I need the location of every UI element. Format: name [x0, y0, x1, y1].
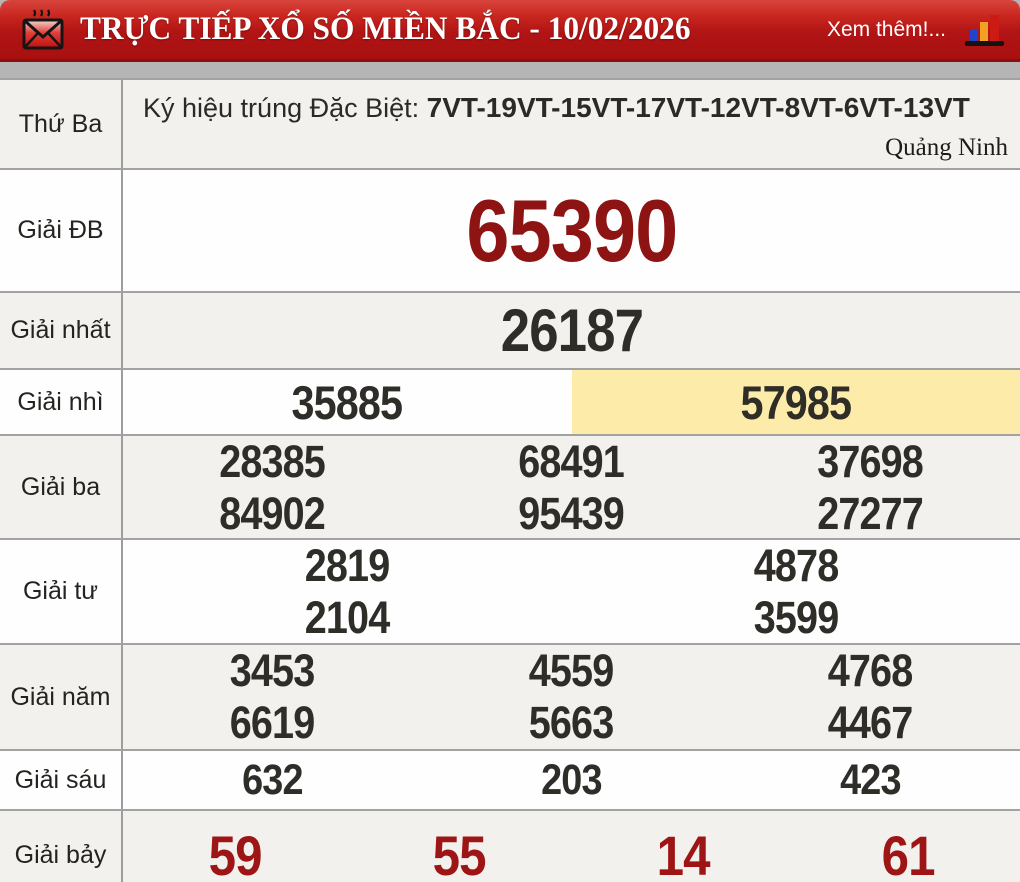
- prize-number-highlighted: 57985: [571, 370, 1020, 434]
- prize-label: Giải nhất: [0, 293, 123, 368]
- special-sign-text: Ký hiệu trúng Đặc Biệt: 7VT-19VT-15VT-17…: [123, 80, 1020, 134]
- prize-label: Giải tư: [0, 540, 123, 643]
- bar-chart-icon[interactable]: [962, 11, 1006, 49]
- prize-number: 6619: [230, 697, 315, 748]
- lottery-results-table: Thứ Ba Ký hiệu trúng Đặc Biệt: 7VT-19VT-…: [0, 78, 1020, 882]
- prize-number: 37698: [817, 436, 925, 487]
- prize-label: Giải sáu: [0, 751, 123, 809]
- prize-number: 61: [881, 823, 935, 882]
- prize-number: 4467: [828, 697, 913, 748]
- prize-row-seventh: Giải bảy 59 55 14 61: [0, 811, 1020, 882]
- prize-row-special: Giải ĐB 65390: [0, 170, 1020, 293]
- prize-row-fifth: Giải năm 3453 4559 4768 6619 5663 4467: [0, 645, 1020, 751]
- prize-number: 4768: [828, 645, 913, 696]
- prize-number: 3453: [230, 645, 315, 696]
- prize-number: 95439: [518, 488, 626, 539]
- page-title: TRỰC TIẾP XỔ SỐ MIỀN BẮC - 10/02/2026: [80, 11, 691, 47]
- prize-number: 55: [432, 823, 487, 882]
- prize-number: 5663: [529, 697, 614, 748]
- prize-number: 59: [208, 823, 263, 882]
- prize-number: 14: [657, 823, 711, 882]
- prize-label: Giải ba: [0, 436, 123, 538]
- special-sign-value: 7VT-19VT-15VT-17VT-12VT-8VT-6VT-13VT: [426, 92, 970, 123]
- prize-number: 68491: [518, 436, 626, 487]
- prize-label: Giải bảy: [0, 811, 123, 882]
- prize-label: Giải nhì: [0, 370, 123, 434]
- prize-number: 4878: [753, 540, 839, 591]
- prize-row-first: Giải nhất 26187: [0, 293, 1020, 370]
- prize-number: 35885: [291, 375, 403, 429]
- prize-number: 423: [840, 755, 901, 804]
- prize-number: 27277: [817, 488, 925, 539]
- prize-number: 84902: [219, 488, 327, 539]
- special-sign-label: Ký hiệu trúng Đặc Biệt:: [143, 93, 420, 123]
- prize-row-fourth: Giải tư 2819 4878 2104 3599: [0, 540, 1020, 645]
- prize-number: 3599: [753, 592, 839, 643]
- prize-number: 65390: [466, 180, 678, 280]
- prize-label: Giải ĐB: [0, 170, 123, 291]
- prize-number: 203: [541, 755, 602, 804]
- prize-number: 4559: [529, 645, 614, 696]
- envelope-icon: [20, 8, 66, 52]
- province-name: Quảng Ninh: [885, 134, 1008, 161]
- prize-number: 632: [242, 755, 303, 804]
- day-label: Thứ Ba: [0, 80, 123, 168]
- prize-number: 28385: [219, 436, 327, 487]
- prize-number: 26187: [500, 297, 643, 364]
- prize-row-sixth: Giải sáu 632 203 423: [0, 751, 1020, 811]
- prize-number: 2819: [304, 540, 390, 591]
- prize-label: Giải năm: [0, 645, 123, 749]
- info-row: Thứ Ba Ký hiệu trúng Đặc Biệt: 7VT-19VT-…: [0, 80, 1020, 170]
- see-more-link[interactable]: Xem thêm!...: [826, 17, 946, 41]
- prize-row-third: Giải ba 28385 68491 37698 84902 95439 27…: [0, 436, 1020, 540]
- prize-row-second: Giải nhì 35885 57985: [0, 370, 1020, 436]
- header-banner: TRỰC TIẾP XỔ SỐ MIỀN BẮC - 10/02/2026 Xe…: [0, 0, 1020, 62]
- prize-number: 2104: [304, 592, 390, 643]
